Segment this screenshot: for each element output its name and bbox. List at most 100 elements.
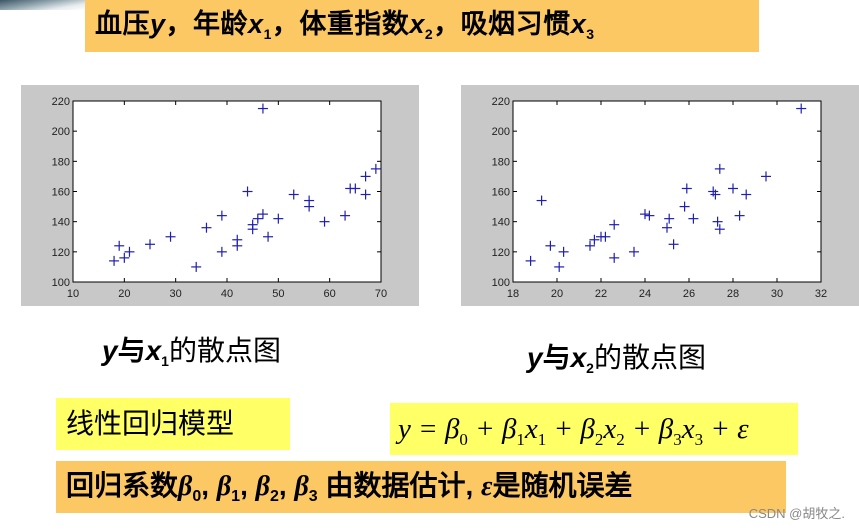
data-point-plus-marker (600, 231, 611, 242)
data-point-plus-marker (741, 189, 752, 200)
x-tick-label: 20 (118, 288, 130, 300)
title-sub: 1 (263, 26, 272, 42)
y-tick-label: 160 (52, 187, 70, 199)
formula-sub: 0 (459, 430, 468, 449)
scatter-plot-svg: 18 20 22 24 26 28 30 32 100 120 140 160 180 200 220 (492, 96, 827, 300)
formula-sub: 2 (594, 430, 604, 449)
data-point-plus-marker (201, 222, 212, 233)
caption-right: y与x2的散点图 (527, 336, 706, 376)
scatter-plot-svg: 10 20 30 40 50 60 70 100 120 140 160 180 200 220 (52, 96, 387, 300)
data-point-plus-marker (360, 189, 371, 200)
data-point-plus-marker (145, 239, 155, 250)
formula-box: y = β0 + β1x1 + β2x2 + β3x3 + ε (390, 403, 798, 455)
data-point-plus-marker (558, 246, 569, 257)
caption-text: 的散点图 (168, 335, 281, 366)
coefficients-note-box: 回归系数β0, β1, β2, β3 由数据估计, ε是随机误差 (56, 461, 786, 513)
data-point-plus-marker (761, 171, 771, 182)
x-tick-label: 26 (683, 288, 695, 300)
corner-decoration (0, 0, 85, 10)
beta-sub: 2 (269, 488, 279, 505)
data-point-plus-marker (319, 216, 330, 227)
note-text: 是随机误差 (492, 470, 633, 501)
y-tick-label: 140 (492, 217, 510, 229)
note-text: 由数据估计, (317, 470, 482, 501)
y-tick-label: 220 (52, 96, 70, 108)
data-point-plus-marker (525, 255, 536, 266)
formula-term: + β (467, 413, 517, 445)
title-part: ，体重指数 (271, 9, 410, 39)
data-point-plus-marker (589, 234, 600, 245)
data-point-plus-marker (681, 183, 692, 194)
epsilon-symbol: ε (481, 471, 493, 502)
data-point-plus-marker (370, 163, 381, 174)
y-tick-label: 140 (52, 217, 70, 229)
y-tick-label: 100 (52, 277, 70, 289)
x-tick-label: 30 (170, 288, 182, 300)
note-text: 回归系数 (66, 470, 179, 501)
y-tick-label: 160 (492, 187, 510, 199)
beta-symbol: β (216, 471, 232, 502)
data-point-plus-marker (114, 240, 125, 251)
beta-symbol: β (294, 471, 309, 502)
x-tick-label: 32 (815, 288, 827, 300)
plot-area (512, 100, 822, 283)
data-point-plus-marker (109, 255, 120, 266)
data-point-plus-marker (340, 210, 351, 221)
title-part: 血压 (95, 9, 150, 39)
data-point-plus-marker (119, 252, 130, 263)
data-point-plus-marker (796, 103, 807, 114)
y-tick-label: 200 (492, 126, 510, 138)
data-point-plus-marker (688, 213, 699, 224)
data-point-plus-marker (668, 239, 679, 250)
x-tick-label: 50 (272, 288, 284, 300)
caption-sub: 1 (161, 353, 169, 369)
data-point-plus-marker (712, 216, 723, 227)
data-point-plus-marker (288, 189, 299, 200)
data-point-plus-marker (664, 213, 675, 224)
watermark: CSDN @胡牧之. (748, 506, 845, 521)
data-point-plus-marker (263, 231, 274, 242)
title-var-x1: x (248, 9, 264, 39)
formula-term: x (603, 413, 617, 445)
x-tick-label: 24 (639, 288, 651, 300)
y-tick-label: 180 (492, 156, 510, 168)
data-point-plus-marker (257, 103, 268, 114)
data-point-plus-marker (232, 234, 243, 245)
data-point-plus-marker (273, 213, 284, 224)
data-point-plus-marker (734, 210, 745, 221)
data-point-plus-marker (644, 210, 655, 221)
title-var-x3: x (570, 9, 587, 39)
data-point-plus-marker (360, 171, 371, 182)
formula-lhs: y = (398, 413, 445, 445)
formula-term: x (524, 413, 538, 445)
scatter-chart-bmi: 18 20 22 24 26 28 30 32 100 120 140 160 180 200 220 (461, 85, 859, 306)
caption-sub: 2 (586, 360, 594, 376)
x-tick-label: 40 (221, 288, 233, 300)
y-tick-label: 120 (52, 247, 70, 259)
data-point-plus-marker (545, 240, 556, 251)
note-sep: , (201, 470, 217, 501)
y-tick-label: 120 (492, 247, 510, 259)
data-point-plus-marker (640, 209, 650, 220)
data-point-plus-marker (585, 240, 595, 251)
x-tick-label: 28 (727, 288, 739, 300)
data-point-plus-marker (216, 246, 227, 257)
beta-sub: 0 (192, 488, 202, 505)
data-point-plus-marker (554, 261, 565, 272)
title-var-y: y (150, 9, 166, 39)
formula-sub: 1 (516, 430, 525, 449)
x-tick-label: 20 (551, 288, 563, 300)
x-tick-label: 10 (67, 288, 79, 300)
caption-var: y (527, 342, 543, 373)
caption-text: 与 (542, 342, 571, 373)
data-point-plus-marker (350, 183, 361, 194)
caption-left: y与x1的散点图 (102, 329, 281, 369)
plot-area (72, 100, 382, 283)
data-point-plus-marker (679, 201, 690, 212)
x-tick-label: 18 (507, 288, 519, 300)
title-text: 血压y，年龄x1，体重指数x2，吸烟习惯x3 (95, 6, 595, 52)
data-point-plus-marker (216, 210, 227, 221)
data-point-plus-marker (165, 231, 176, 242)
caption-var: x (570, 342, 587, 373)
data-point-plus-marker (710, 189, 721, 200)
